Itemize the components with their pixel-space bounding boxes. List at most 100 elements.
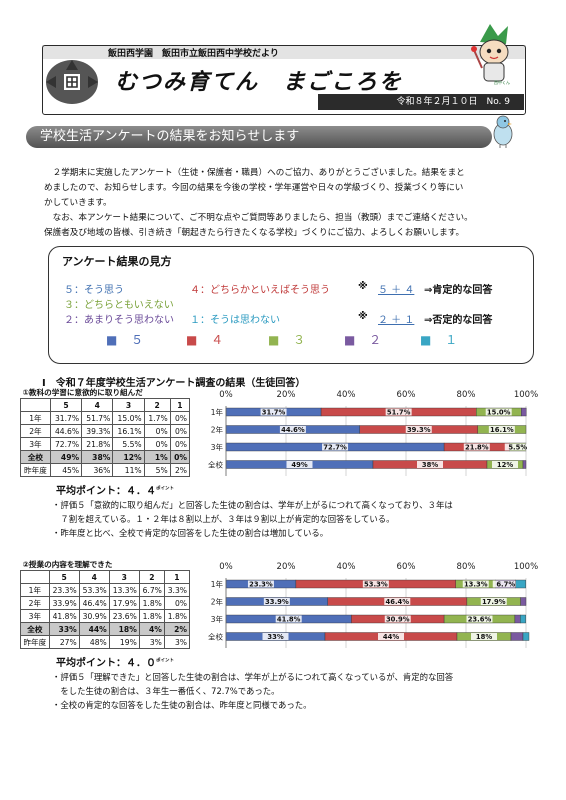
data-label: 44% — [383, 633, 399, 641]
legend-1: １：そうは思わない — [190, 315, 280, 326]
row-label: 昨年度 — [20, 463, 51, 477]
swatch-3-square: ■ — [268, 333, 280, 347]
swatch-4-label: ４ — [211, 333, 224, 347]
q1-head: 3 — [112, 398, 145, 412]
cell: 44% — [78, 622, 110, 636]
cell: 33% — [48, 622, 80, 636]
cell: 0% — [169, 411, 191, 425]
cell: 31.7% — [49, 411, 83, 425]
data-label-bg — [417, 461, 443, 468]
q2-table: ②授業の内容を理解できた 5 4 3 2 1 1年 23.3% 53.3% 13… — [20, 558, 191, 649]
cell: 1.8% — [163, 609, 191, 623]
q1-chart: 0% 20% 40% 60% 80% 100% 1年 31.7% 51.7% 15.0% 2年 44.… — [208, 390, 538, 476]
data-label: 12% — [497, 461, 513, 469]
swatch-4: ■ ４ — [186, 331, 223, 348]
cell: 0% — [169, 424, 191, 438]
legend-title: アンケート結果の見方 — [62, 255, 172, 268]
data-label: 72.7% — [323, 444, 347, 452]
data-label-bg — [378, 633, 404, 640]
table-row-school: 全校 33% 44% 18% 4% 2% — [20, 622, 191, 636]
data-label-bg — [362, 580, 389, 588]
cell: 5.5% — [112, 437, 145, 451]
survey-title: Ⅰ 令和７年度学校生活アンケート調査の結果（生徒回答） — [42, 378, 306, 389]
row-label: 昨年度 — [20, 635, 50, 649]
data-label: 44.6% — [281, 426, 305, 434]
cell: 23.3% — [48, 583, 80, 597]
x-tick-label: 20% — [277, 390, 296, 400]
cell: 45% — [49, 463, 83, 477]
cell: 33.9% — [48, 596, 80, 610]
q1-average: 平均ポイント：４．４ポイント — [56, 482, 174, 497]
cell: 46.4% — [78, 596, 110, 610]
x-tick-label: 0% — [219, 562, 233, 572]
q1-head: 5 — [49, 398, 83, 412]
cell: 0% — [143, 437, 171, 451]
bar-segment — [514, 614, 521, 624]
q1-note-3: ・昨年度と比べ、全校で肯定的な回答をした生徒の割合は増加している。 — [52, 528, 329, 538]
negative-formula: ２ ＋ １ — [378, 315, 415, 326]
cell: 6.7% — [138, 583, 165, 597]
data-label: 5.5% — [508, 444, 527, 452]
data-label-bg — [384, 615, 411, 623]
data-label: 33% — [267, 633, 283, 641]
row-label: 1年 — [20, 583, 50, 597]
swatch-4-square: ■ — [186, 333, 198, 347]
cell: 51.7% — [81, 411, 114, 425]
cell: 49% — [49, 450, 83, 464]
q2-head: 4 — [78, 570, 110, 584]
legend-5: ５：そう思う — [64, 285, 124, 296]
q1-caption: ①教科の学習に意欲的に取り組んだ — [20, 386, 190, 399]
q2-note-2: をした生徒の割合は、３年生一番低く、72.7%であった。 — [52, 686, 280, 696]
header-top-strip — [42, 45, 526, 59]
q1-note-1: ・評価５「意欲的に取り組んだ」と回答した生徒の割合は、学年が上がるにつれて高くな… — [52, 500, 453, 510]
legend-box — [48, 246, 534, 364]
negative-note-mark: ※ — [358, 311, 368, 322]
data-label: 46.4% — [386, 598, 410, 606]
row-label: 全校 — [20, 622, 50, 636]
data-label-bg — [385, 408, 412, 416]
cell: 1.8% — [138, 609, 165, 623]
data-label-bg — [488, 426, 515, 433]
data-label-bg — [466, 615, 493, 623]
cell: 3% — [163, 635, 191, 649]
data-label: 41.8% — [277, 616, 301, 624]
x-tick-label: 80% — [457, 562, 476, 572]
cell: 38% — [81, 450, 114, 464]
cell: 72.7% — [49, 437, 83, 451]
mascot-caption: 西中くん — [494, 80, 510, 85]
x-tick-label: 40% — [337, 390, 356, 400]
q1-average-unit: ポイント — [156, 486, 174, 492]
swatch-5-label: ５ — [131, 333, 144, 347]
intro-line-1: ２学期末に実施したアンケート（生徒・保護者・職員）へのご協力、ありがとうございま… — [44, 168, 465, 178]
cell: 17.9% — [108, 596, 140, 610]
bird-icon — [493, 115, 513, 148]
bar-segment — [522, 632, 530, 641]
intro-line-2: めましたので、お知らせします。今回の結果を今後の学校・学年運営や日々の学級づくり… — [44, 183, 464, 193]
swatch-2-label: ２ — [369, 333, 382, 347]
bar-segment — [522, 460, 527, 469]
x-tick-label: 60% — [397, 562, 416, 572]
bar-segment — [521, 407, 527, 417]
intro-line-5: 保護者及び地域の皆様、引き続き「朝起きたら行きたくなる学校」づくりにご協力、よろ… — [44, 228, 465, 238]
cell: 48% — [78, 635, 110, 649]
data-label: 17.9% — [482, 598, 506, 606]
table-row: 2年 33.9% 46.4% 17.9% 1.8% 0% — [20, 596, 191, 610]
cell: 53.3% — [78, 583, 110, 597]
q2-head — [20, 570, 50, 584]
x-tick-label: 80% — [457, 390, 476, 400]
data-label-bg — [480, 598, 507, 605]
data-label-bg — [247, 580, 274, 588]
positive-note-mark: ※ — [358, 281, 368, 292]
cell: 44.6% — [49, 424, 83, 438]
data-label: 31.7% — [262, 409, 286, 417]
x-tick-label: 60% — [397, 390, 416, 400]
q2-head: 5 — [48, 570, 80, 584]
section-banner: 学校生活アンケートの結果をお知らせします — [26, 126, 492, 148]
data-label: 49% — [291, 461, 307, 469]
category-label: 3年 — [211, 442, 224, 452]
data-label-bg — [275, 615, 302, 623]
table-row: 1年 23.3% 53.3% 13.3% 6.7% 3.3% — [20, 583, 191, 597]
category-label: 1年 — [211, 579, 224, 589]
data-label: 51.7% — [387, 409, 411, 417]
school-crest-icon — [46, 60, 98, 104]
